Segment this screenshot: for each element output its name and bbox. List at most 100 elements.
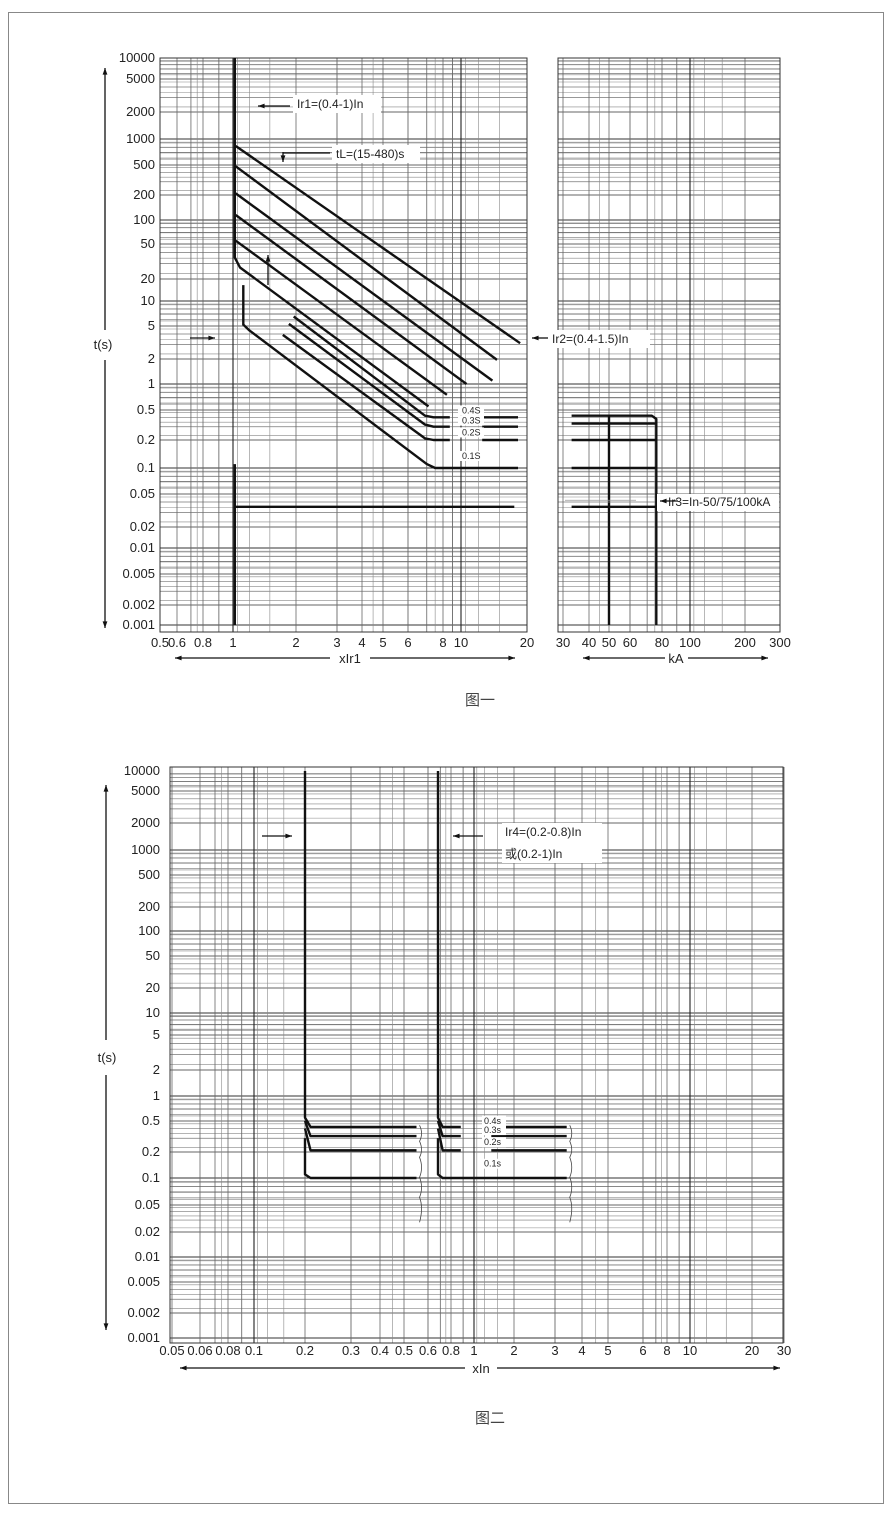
ir4-right-arrow-head bbox=[453, 833, 460, 839]
chart1-curve bbox=[234, 165, 498, 361]
chart2-curve bbox=[436, 1128, 461, 1152]
y-tick-label: 0.005 bbox=[122, 566, 155, 581]
chart1-left-border bbox=[159, 57, 528, 633]
x-tick-label: 0.5 bbox=[151, 635, 169, 650]
y-axis-down-arrow-head bbox=[102, 621, 108, 628]
label-background bbox=[332, 145, 420, 163]
y-tick-label: 100 bbox=[138, 923, 160, 938]
y-tick-label: 5000 bbox=[131, 783, 160, 798]
x-axis-left-arrow-head bbox=[180, 1365, 187, 1371]
y-tick-label: 0.2 bbox=[137, 432, 155, 447]
x-tick-label: 2 bbox=[292, 635, 299, 650]
x-axis-right-arrow-head bbox=[773, 1365, 780, 1371]
y-tick-label: 10000 bbox=[124, 763, 160, 778]
x-tick-label: 50 bbox=[602, 635, 616, 650]
x-tick-label: 0.8 bbox=[194, 635, 212, 650]
chart1-curve bbox=[242, 285, 518, 470]
figure-caption: 图一 bbox=[465, 692, 495, 709]
y-axis-up-arrow-head bbox=[102, 68, 108, 75]
ir4-annotation: Ir4=(0.2-0.8)In bbox=[505, 825, 581, 839]
y-tick-label: 0.005 bbox=[127, 1274, 160, 1289]
y-tick-label: 0.01 bbox=[135, 1249, 160, 1264]
chart2-curve bbox=[436, 771, 461, 1129]
label-background bbox=[482, 1158, 506, 1169]
y-tick-label: 5 bbox=[153, 1027, 160, 1042]
ir2-arrow-head bbox=[532, 335, 539, 341]
delay-label: 0.3S bbox=[462, 416, 481, 426]
ir2-annotation: Ir2=(0.4-1.5)In bbox=[552, 332, 628, 346]
label-background bbox=[458, 427, 484, 438]
delay-label: 0.1S bbox=[462, 451, 481, 461]
label-background bbox=[502, 823, 602, 863]
y-tick-label: 500 bbox=[138, 867, 160, 882]
curve-end-cap bbox=[569, 1125, 573, 1223]
label-background bbox=[293, 95, 381, 113]
page-frame bbox=[8, 12, 884, 1504]
x-tick-label: 4 bbox=[578, 1343, 585, 1358]
label-background bbox=[482, 1137, 506, 1148]
label-background bbox=[90, 334, 118, 354]
x-tick-label: 2 bbox=[510, 1343, 517, 1358]
x-tick-label: 30 bbox=[777, 1343, 791, 1358]
chart1-kA-curve bbox=[571, 414, 658, 625]
x-axis-right-arrow-head bbox=[508, 655, 515, 661]
x-axis-label: xIn bbox=[472, 1361, 489, 1376]
x-tick-label: 0.4 bbox=[371, 1343, 389, 1358]
y-tick-label: 0.1 bbox=[142, 1170, 160, 1185]
ir3-annotation: Ir3=In-50/75/100kA bbox=[668, 495, 770, 509]
y-tick-label: 1000 bbox=[131, 842, 160, 857]
label-background bbox=[550, 330, 650, 348]
chart2-curve bbox=[436, 1120, 461, 1138]
y-tick-label: 10 bbox=[146, 1005, 160, 1020]
y-tick-label: 2 bbox=[148, 351, 155, 366]
chart1-curve bbox=[235, 145, 521, 345]
y-tick-label: 0.001 bbox=[122, 617, 155, 632]
kA-axis-label: kA bbox=[668, 651, 684, 666]
chart2-curve bbox=[303, 1120, 417, 1138]
y-tick-label: 10 bbox=[141, 293, 155, 308]
y-tick-label: 100 bbox=[133, 212, 155, 227]
x-axis-label: xIr1 bbox=[339, 651, 361, 666]
chart1-curve bbox=[234, 214, 468, 385]
x-tick-label: 3 bbox=[333, 635, 340, 650]
ir3-arrow-head bbox=[660, 498, 667, 504]
x-tick-label: 1 bbox=[470, 1343, 477, 1358]
y-tick-label: 5 bbox=[148, 318, 155, 333]
figure-caption: 图二 bbox=[475, 1410, 505, 1427]
y-tick-label: 20 bbox=[141, 271, 155, 286]
y-axis-up-arrow-head bbox=[103, 785, 109, 792]
chart1-curve bbox=[282, 333, 450, 442]
chart1-curve bbox=[233, 58, 430, 408]
y-tick-label: 0.5 bbox=[142, 1113, 160, 1128]
y-tick-label: 1 bbox=[148, 376, 155, 391]
delay-label: 0.4s bbox=[484, 1116, 502, 1126]
x-tick-label: 8 bbox=[439, 635, 446, 650]
y-tick-label: 200 bbox=[138, 899, 160, 914]
label-background bbox=[458, 405, 484, 416]
x-axis-left-arrow-head bbox=[175, 655, 182, 661]
chart1-curve bbox=[288, 322, 450, 428]
label-background bbox=[458, 450, 484, 461]
x-tick-label: 1 bbox=[229, 635, 236, 650]
delay-label: 0.2S bbox=[462, 427, 481, 437]
chart1-curve bbox=[292, 315, 450, 419]
x-tick-label: 6 bbox=[639, 1343, 646, 1358]
chart2-curve bbox=[303, 771, 417, 1129]
x-tick-label: 60 bbox=[623, 635, 637, 650]
chart2-curve bbox=[303, 1128, 417, 1152]
kA-axis-left-arrow-head bbox=[583, 655, 590, 661]
x-tick-label: 0.3 bbox=[342, 1343, 360, 1358]
chart2-curve bbox=[436, 1138, 567, 1180]
y-tick-label: 0.02 bbox=[130, 519, 155, 534]
tl-annotation: tL=(15-480)s bbox=[336, 147, 404, 161]
y-tick-label: 0.5 bbox=[137, 402, 155, 417]
y-tick-label: 0.001 bbox=[127, 1330, 160, 1345]
short-time-arrow-head bbox=[265, 255, 271, 262]
x-tick-label: 3 bbox=[551, 1343, 558, 1358]
y-tick-label: 10000 bbox=[119, 50, 155, 65]
y-axis-label: t(s) bbox=[94, 337, 113, 352]
delay-label: 0.2s bbox=[484, 1137, 502, 1147]
label-background bbox=[482, 1115, 506, 1126]
ir1-annotation: Ir1=(0.4-1)In bbox=[297, 97, 363, 111]
x-tick-label: 5 bbox=[604, 1343, 611, 1358]
